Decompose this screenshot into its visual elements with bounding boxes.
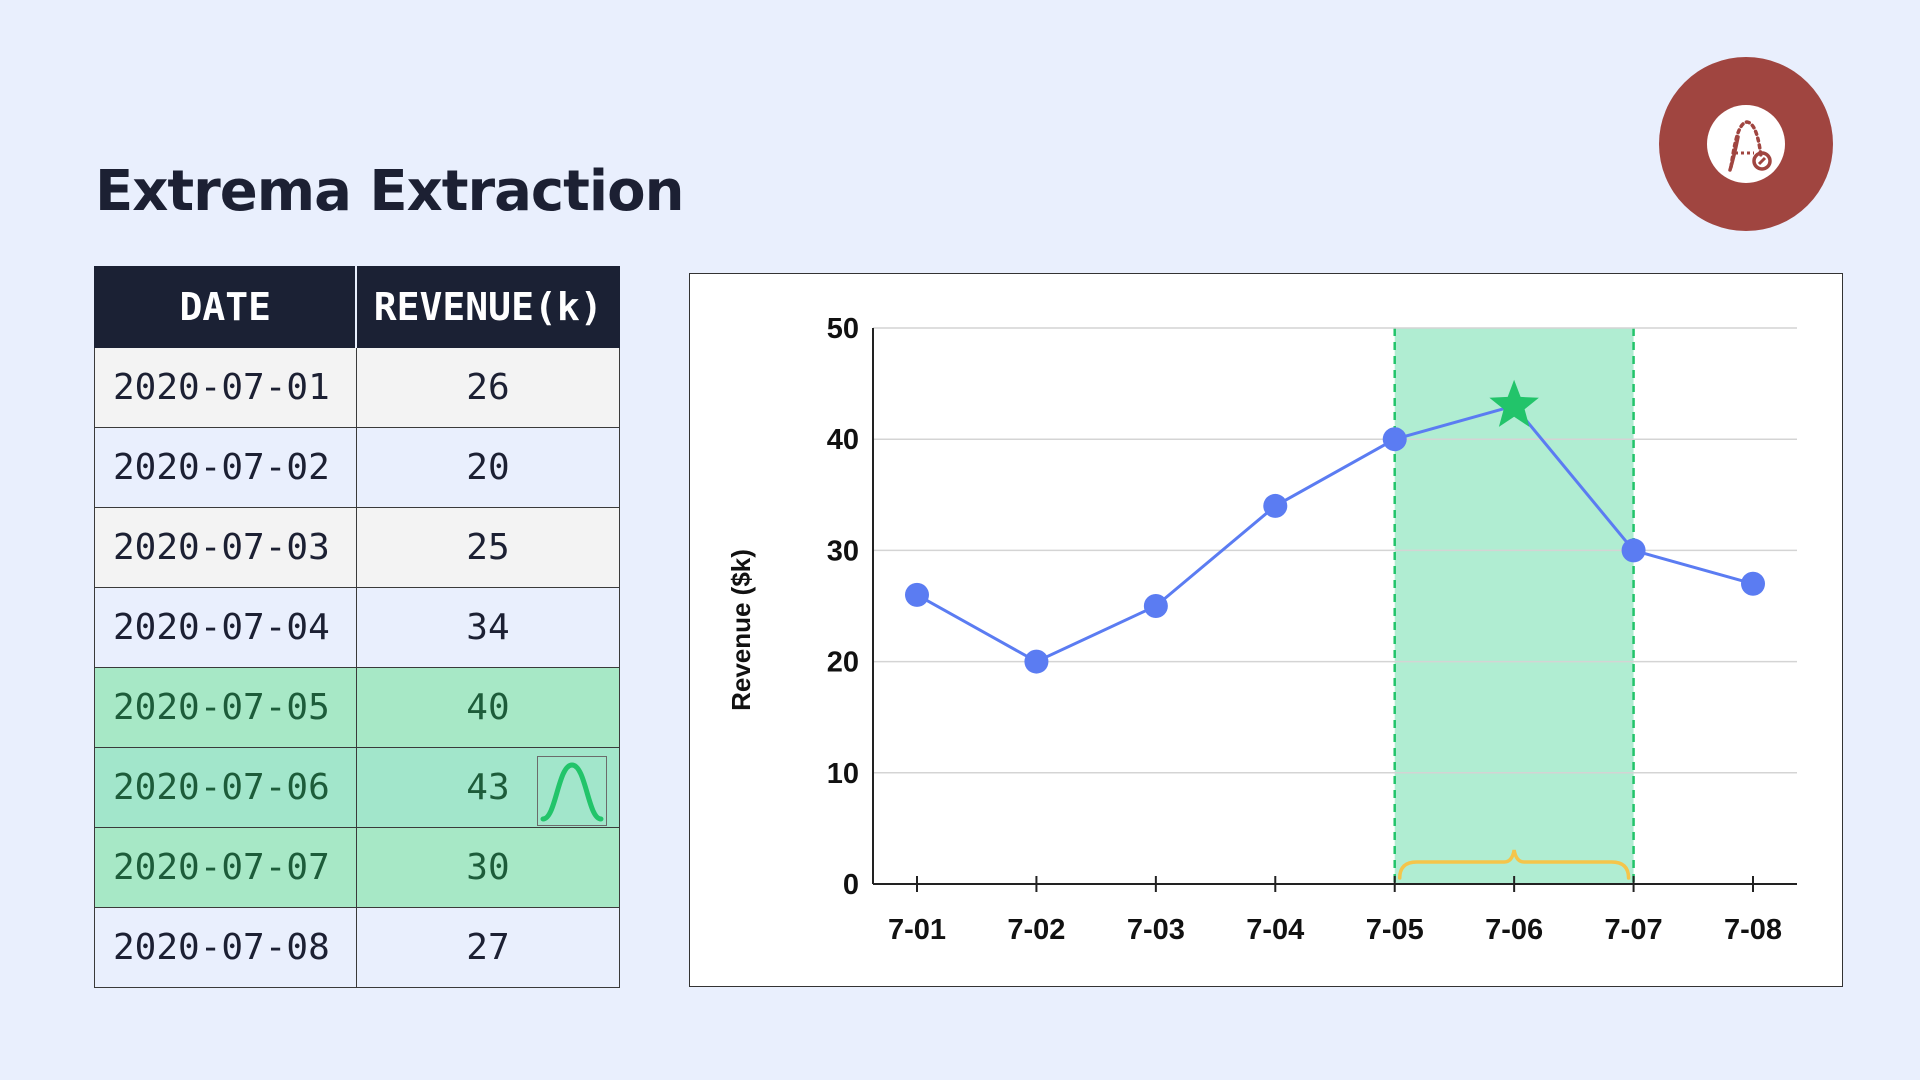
y-tick-label: 0 [843,869,859,901]
cell-revenue: 40 [355,667,621,748]
cell-date: 2020-07-07 [94,827,357,908]
cell-revenue: 43 [466,767,510,808]
y-tick-label: 30 [827,535,859,567]
x-tick-label: 7-06 [1485,914,1543,946]
table-row-highlighted: 2020-07-05 40 [94,667,621,748]
x-tick-label: 7-05 [1366,914,1424,946]
header-date: DATE [94,266,357,348]
cell-date: 2020-07-04 [94,587,357,668]
cell-date: 2020-07-06 [94,747,357,828]
logo-badge [1659,57,1833,231]
cell-date: 2020-07-02 [94,427,357,508]
peak-search-icon [1707,105,1785,183]
header-revenue: REVENUE(k) [355,266,621,348]
cell-revenue-peak: 43 [355,747,621,828]
table-row-highlighted: 2020-07-07 30 [94,827,621,908]
table-row: 2020-07-02 20 [94,427,621,508]
cell-revenue: 20 [355,427,621,508]
y-axis-label: Revenue ($k) [726,549,756,711]
peak-star-marker [1489,379,1539,427]
x-tick-label: 7-08 [1724,914,1782,946]
x-tick-label: 7-01 [888,914,946,946]
x-tick-label: 7-04 [1246,914,1304,946]
peak-curve-icon [537,756,607,826]
y-tick-label: 10 [827,758,859,790]
y-tick-label: 40 [827,424,859,456]
table-row: 2020-07-03 25 [94,507,621,588]
data-point [1024,649,1049,674]
highlight-window [1394,328,1634,884]
cell-revenue: 34 [355,587,621,668]
table-row-peak: 2020-07-06 43 [94,747,621,828]
revenue-line-chart: 0 10 20 30 40 50 7-01 7-02 7-03 7-04 7-05 7-06 7-07 7… [689,273,1843,987]
y-tick-label: 20 [827,647,859,679]
cell-date: 2020-07-01 [94,347,357,428]
data-point [1263,493,1288,518]
page-title: Extrema Extraction [95,159,684,224]
data-point [1741,571,1765,596]
cell-revenue: 25 [355,507,621,588]
data-point [1143,594,1168,618]
x-tick-label: 7-03 [1127,914,1185,946]
table-row: 2020-07-01 26 [94,347,621,428]
cell-date: 2020-07-05 [94,667,357,748]
window-brace [1397,849,1631,880]
data-point [905,582,929,607]
table-row: 2020-07-08 27 [94,907,621,988]
table-header-row: DATE REVENUE(k) [94,266,621,348]
y-tick-label: 50 [827,313,859,345]
cell-date: 2020-07-03 [94,507,357,588]
chart-canvas: 0 10 20 30 40 50 7-01 7-02 7-03 7-04 7-05 7-06 7-07 7… [726,313,1797,946]
revenue-table: DATE REVENUE(k) 2020-07-01 26 2020-07-02… [94,266,621,988]
table-row: 2020-07-04 34 [94,587,621,668]
x-tick-label: 7-02 [1007,914,1065,946]
cell-revenue: 30 [355,827,621,908]
series-line [916,404,1754,664]
cell-revenue: 27 [355,907,621,988]
cell-revenue: 26 [355,347,621,428]
x-tick-label: 7-07 [1605,914,1663,946]
data-point [1382,427,1407,452]
data-point [1621,538,1646,563]
cell-date: 2020-07-08 [94,907,357,988]
